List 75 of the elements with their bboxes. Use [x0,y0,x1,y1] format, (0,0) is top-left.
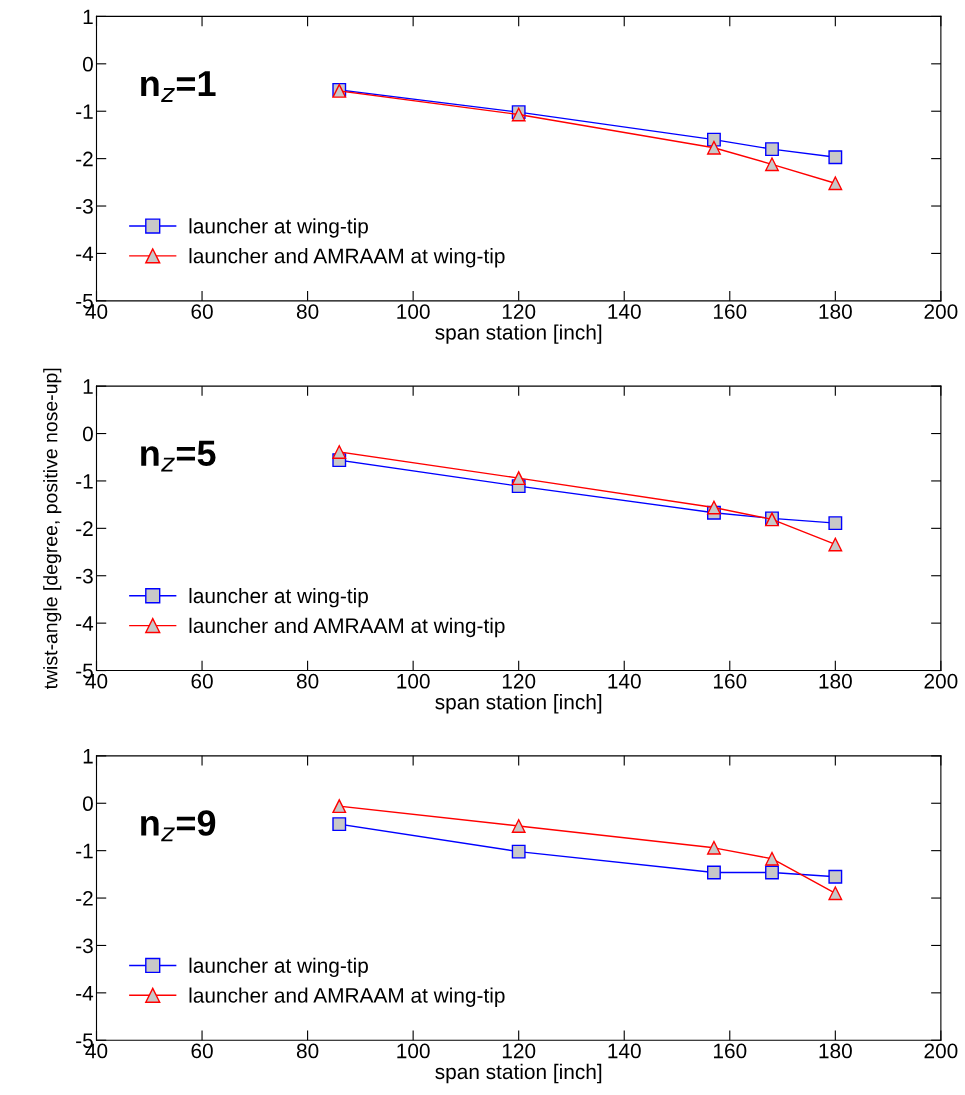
point [828,150,843,165]
x-tick-label: 100 [397,673,430,689]
point [765,851,779,866]
point [707,840,721,855]
point [707,865,721,880]
point [765,157,779,172]
x-tick-label: 80 [296,673,319,689]
x-tick-label: 180 [819,673,852,689]
y-tick-label: -3 [76,199,93,214]
legend-label: launcher at wing-tip [189,587,368,608]
point [828,516,843,531]
y-tick-label: 1 [83,9,93,24]
legend-label: launcher and AMRAAM at wing-tip [189,248,505,268]
x-tick-label: 180 [819,304,852,319]
x-tick-label: 120 [502,1043,536,1059]
y-tick-label: -2 [76,891,93,906]
point [511,819,526,833]
x-tick-label: 180 [819,1043,852,1059]
y-axis-title: twist-angle [degree, positive nose-up] [43,368,62,690]
y-tick-label: -1 [76,104,93,119]
y-tick-label: 1 [83,749,93,764]
y-tick-label: -4 [76,246,94,261]
x-axis-title: span station [inch] [435,324,602,344]
x-tick-label: 200 [924,304,958,319]
point [332,445,347,459]
x-tick-label: 140 [608,304,641,319]
point [511,471,526,486]
x-tick-label: 100 [397,304,430,319]
x-tick-label: 140 [608,1043,641,1059]
y-tick-label: -3 [76,568,93,584]
x-tick-label: 60 [191,304,213,319]
y-tick-label: -4 [76,986,94,1001]
legend-label: launcher at wing-tip [189,218,368,238]
x-tick-label: 200 [924,1043,958,1059]
y-tick-label: 0 [82,426,93,442]
x-tick-label: 80 [296,1043,319,1059]
x-tick-label: 100 [397,1043,430,1059]
x-tick-label: 60 [191,1043,213,1059]
x-tick-label: 60 [191,673,213,689]
y-tick-label: -2 [76,521,93,536]
point [765,865,779,880]
x-axis-title: span station [inch] [435,694,602,714]
x-tick-label: 120 [502,673,536,689]
legend-label: launcher and AMRAAM at wing-tip [189,617,505,638]
point [828,886,843,901]
y-tick-label: -4 [76,616,94,631]
x-tick-label: 160 [713,673,747,689]
legend-label: launcher at wing-tip [189,957,368,978]
y-tick-label: 0 [82,796,93,812]
y-tick-label: 0 [82,56,93,72]
point [707,500,721,515]
y-tick-label: 1 [83,379,93,394]
x-tick-label: 160 [713,304,747,319]
y-tick-label: -1 [76,474,93,489]
point [707,140,721,155]
annotation: n$_{z}$=1 [141,71,216,102]
annotation: n$_{z}$=5 [141,440,216,472]
x-tick-label: 120 [502,304,536,319]
point [332,799,347,814]
x-tick-label: 80 [296,304,319,319]
legend-label: launcher and AMRAAM at wing-tip [189,987,505,1007]
point [511,844,526,859]
y-tick-label: -1 [76,843,93,859]
x-tick-label: 200 [924,673,958,689]
y-tick-label: -3 [76,938,93,954]
point [332,817,347,832]
point [765,142,779,157]
x-axis-title: span station [inch] [435,1063,602,1084]
y-tick-label: -2 [76,151,93,167]
annotation: n$_{z}$=9 [141,810,216,842]
point [828,869,843,884]
point [828,537,843,552]
x-tick-label: 160 [713,1043,747,1059]
x-tick-label: 140 [608,673,641,689]
point [828,176,843,191]
